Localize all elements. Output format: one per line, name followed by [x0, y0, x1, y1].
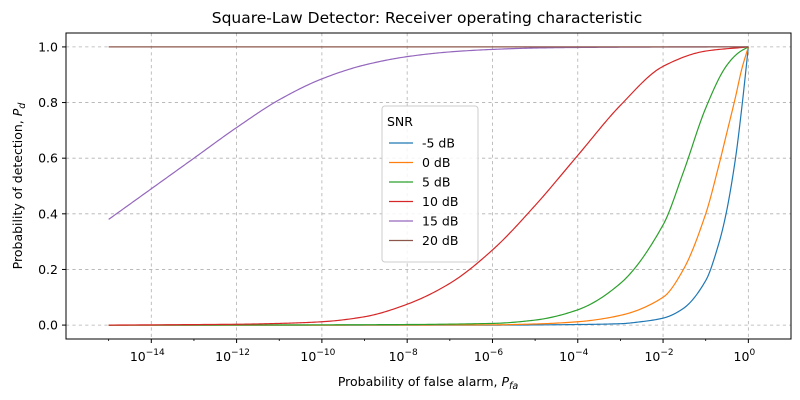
legend-items: -5 dB 0 dB 5 dB 10 dB 15 dB 20 dB: [389, 136, 458, 248]
legend: SNR -5 dB 0 dB 5 dB 10 dB 15 dB 20 dB: [381, 105, 479, 263]
y-tick-label-5: 1.0: [38, 39, 58, 54]
series-layer: [108, 46, 749, 326]
y-tick-label-0: 0.0: [38, 318, 58, 333]
x-axis-label-main: Probability of false alarm,: [338, 374, 502, 389]
legend-label-1: 0 dB: [422, 155, 450, 170]
y-tick-label-2: 0.4: [38, 206, 58, 221]
x-tick-label-7: 100: [734, 348, 756, 364]
series-line-1: [108, 46, 749, 326]
x-tick-label-3: 10−8: [389, 348, 418, 364]
y-axis-label-symbol: P: [10, 108, 25, 116]
x-tick-label-6: 10−2: [644, 348, 673, 364]
y-axis-label-main: Probability of detection,: [10, 116, 25, 269]
legend-label-2: 5 dB: [422, 175, 450, 190]
x-axis-label-subscript: fa: [509, 381, 518, 392]
legend-box: [381, 105, 479, 263]
x-axis-label-symbol: P: [501, 374, 509, 389]
x-tick-label-1: 10−12: [215, 348, 250, 364]
x-tick-label-2: 10−10: [300, 348, 335, 364]
series-line-2: [108, 46, 749, 326]
chart-title: Square-Law Detector: Receiver operating …: [212, 9, 643, 27]
x-tick-label-0: 10−14: [130, 348, 165, 364]
legend-label-5: 20 dB: [422, 233, 458, 248]
legend-label-4: 15 dB: [422, 214, 458, 229]
x-tick-label-5: 10−4: [559, 348, 588, 364]
x-axis-ticks: 10−14 10−12 10−10 10−8 10−6 10−4 10−2 100: [108, 339, 756, 364]
series-line-4: [108, 46, 749, 220]
y-axis-label-subscript: d: [17, 102, 28, 109]
y-axis-ticks: 0.0 0.2 0.4 0.6 0.8 1.0: [38, 39, 66, 333]
legend-title: SNR: [387, 114, 413, 129]
series-line-3: [108, 46, 749, 326]
y-tick-label-4: 0.8: [38, 95, 58, 110]
legend-label-3: 10 dB: [422, 194, 458, 209]
y-tick-label-3: 0.6: [38, 151, 58, 166]
plot-frame: [65, 32, 792, 340]
x-tick-label-4: 10−6: [474, 348, 503, 364]
x-axis-label: Probability of false alarm, Pfa: [338, 374, 519, 392]
y-tick-label-1: 0.2: [38, 262, 58, 277]
y-axis-label: Probability of detection, Pd: [10, 102, 28, 270]
legend-label-0: -5 dB: [422, 136, 455, 151]
